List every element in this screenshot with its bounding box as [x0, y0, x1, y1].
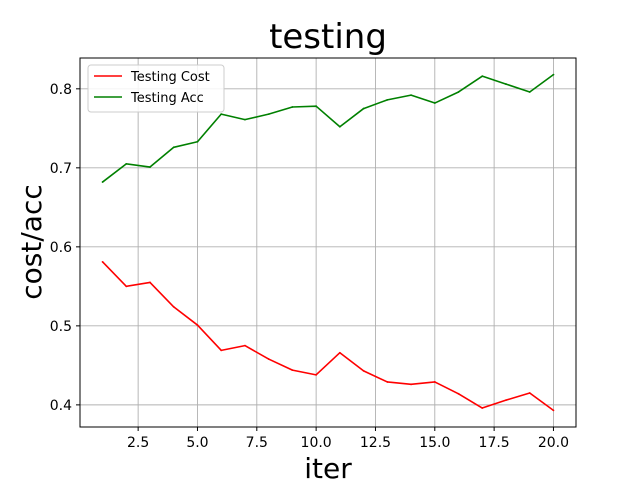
data-point-testing-cost	[528, 392, 531, 394]
series-line-testing-acc	[102, 73, 554, 183]
data-point-testing-acc	[267, 113, 270, 116]
data-point-testing-cost	[149, 281, 151, 284]
y-tick-label: 0.6	[50, 240, 72, 256]
data-point-testing-cost	[244, 344, 246, 347]
data-point-testing-cost	[552, 409, 555, 412]
data-point-testing-cost	[172, 305, 175, 308]
data-point-testing-cost	[291, 369, 294, 372]
data-point-testing-acc	[481, 75, 484, 78]
data-point-testing-cost	[410, 383, 412, 386]
data-point-testing-cost	[220, 349, 223, 352]
legend: Testing Cost Testing Acc	[87, 64, 225, 113]
data-point-testing-acc	[410, 94, 412, 97]
data-point-testing-cost	[457, 392, 460, 395]
plot-area: 2.5 5.0 7.5 10.0 12.5 15.0 17.5 20.0 0.4 0.5 0.6 0.…	[50, 57, 577, 451]
x-tick-label: 7.5	[246, 435, 268, 451]
y-tick-label: 0.7	[50, 161, 72, 177]
chart-title: testing	[269, 17, 387, 57]
data-point-testing-cost	[315, 373, 318, 376]
data-point-testing-acc	[362, 107, 365, 110]
plot-background	[80, 58, 576, 427]
data-point-testing-cost	[125, 285, 128, 288]
axis-ticks: 2.5 5.0 7.5 10.0 12.5 15.0 17.5 20.0 0.4 0.5 0.6 0.…	[50, 82, 569, 451]
data-point-testing-acc	[457, 91, 460, 93]
data-point-testing-acc	[291, 106, 294, 108]
data-point-testing-acc	[505, 83, 507, 85]
x-tick-label: 20.0	[538, 435, 569, 451]
data-point-testing-acc	[220, 113, 223, 116]
data-point-testing-acc	[125, 162, 128, 165]
data-point-testing-cost	[196, 324, 199, 326]
data-point-testing-cost	[505, 399, 507, 402]
data-point-testing-acc	[244, 118, 246, 121]
y-axis-label: cost/acc	[15, 184, 48, 299]
grid-lines	[80, 58, 576, 427]
data-point-testing-acc	[315, 105, 318, 108]
x-tick-label: 15.0	[419, 435, 450, 451]
legend-label-testing-acc: Testing Acc	[130, 91, 204, 106]
series-lines	[101, 73, 555, 412]
data-point-testing-cost	[386, 381, 389, 383]
y-tick-label: 0.5	[50, 319, 72, 335]
x-tick-label: 2.5	[127, 435, 149, 451]
data-point-testing-acc	[528, 91, 531, 93]
data-point-testing-acc	[196, 140, 199, 143]
x-tick-label: 10.0	[301, 435, 332, 451]
x-axis-label: iter	[304, 452, 352, 480]
data-point-testing-cost	[267, 358, 270, 360]
data-point-testing-cost	[481, 407, 484, 409]
data-point-testing-acc	[172, 146, 175, 149]
data-point-testing-cost	[101, 260, 104, 263]
data-point-testing-acc	[149, 166, 151, 168]
y-tick-label: 0.4	[50, 398, 72, 414]
x-tick-label: 12.5	[360, 435, 391, 451]
data-point-testing-acc	[552, 73, 555, 76]
data-point-testing-cost	[433, 381, 436, 383]
data-point-testing-cost	[338, 351, 341, 354]
data-point-testing-acc	[101, 181, 104, 183]
x-tick-label: 5.0	[186, 435, 208, 451]
data-point-testing-acc	[433, 102, 436, 104]
x-tick-label: 17.5	[479, 435, 510, 451]
legend-label-testing-cost: Testing Cost	[130, 70, 210, 85]
series-line-testing-cost	[101, 261, 554, 412]
y-tick-label: 0.8	[50, 82, 72, 98]
plot-frame	[79, 57, 577, 428]
data-point-testing-acc	[338, 125, 341, 128]
data-point-testing-cost	[362, 369, 365, 372]
data-point-testing-acc	[386, 98, 389, 101]
